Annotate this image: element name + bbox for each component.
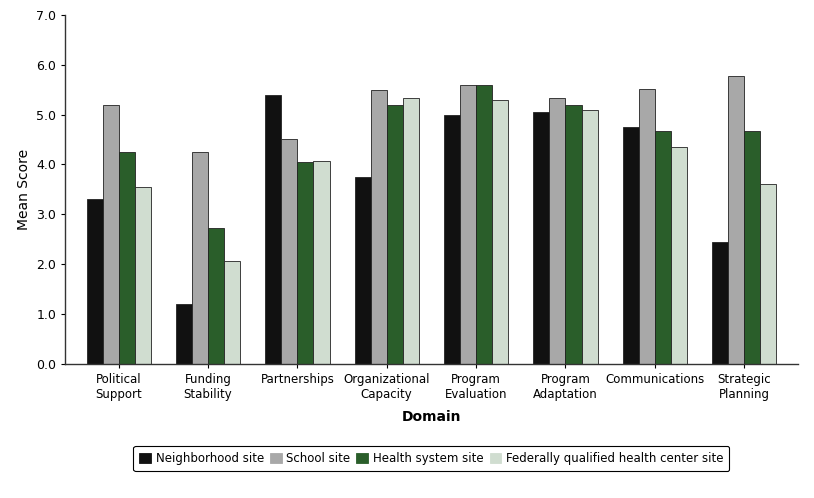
Bar: [282, 139, 297, 364]
Bar: [712, 242, 728, 364]
Bar: [623, 127, 639, 364]
Bar: [639, 89, 654, 364]
Bar: [370, 90, 387, 364]
Bar: [671, 147, 687, 364]
Bar: [313, 161, 330, 364]
Bar: [265, 95, 282, 364]
Bar: [103, 105, 119, 364]
Bar: [760, 184, 777, 364]
Bar: [744, 131, 760, 364]
Bar: [460, 85, 476, 364]
Bar: [135, 187, 151, 364]
Bar: [119, 152, 135, 364]
Bar: [208, 228, 224, 364]
Bar: [355, 177, 370, 364]
Bar: [566, 105, 581, 364]
Bar: [403, 98, 419, 364]
Bar: [444, 115, 460, 364]
Bar: [581, 110, 597, 364]
Bar: [654, 131, 671, 364]
Bar: [387, 105, 403, 364]
Bar: [492, 100, 508, 364]
Bar: [192, 152, 208, 364]
Bar: [476, 85, 492, 364]
Bar: [549, 98, 566, 364]
Bar: [176, 304, 192, 364]
Bar: [297, 162, 313, 364]
Bar: [224, 261, 240, 364]
Y-axis label: Mean Score: Mean Score: [16, 149, 31, 230]
X-axis label: Domain: Domain: [401, 409, 462, 424]
Bar: [533, 112, 549, 364]
Bar: [86, 199, 103, 364]
Bar: [728, 76, 744, 364]
Legend: Neighborhood site, School site, Health system site, Federally qualified health c: Neighborhood site, School site, Health s…: [133, 446, 729, 471]
